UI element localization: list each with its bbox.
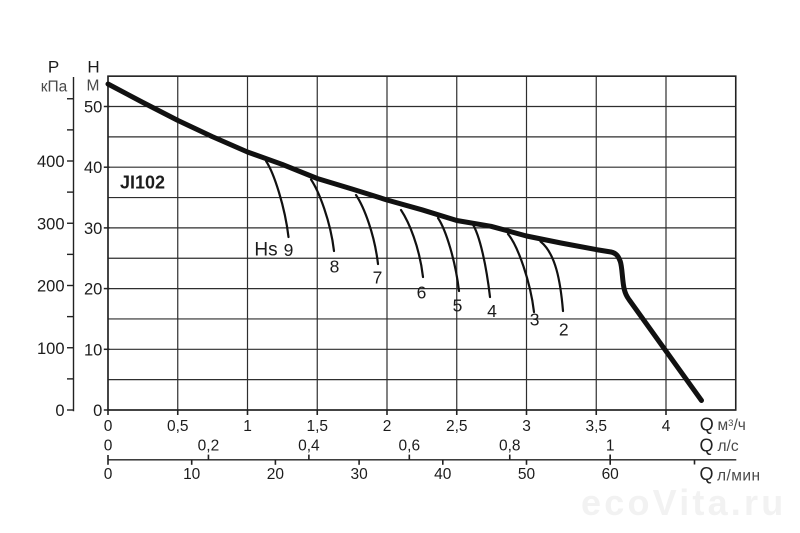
svg-text:5: 5 [453,296,463,316]
svg-text:кПа: кПа [41,78,68,95]
svg-text:1,5: 1,5 [306,418,328,435]
svg-text:10: 10 [84,341,102,359]
svg-text:0,2: 0,2 [198,438,220,455]
svg-text:0,8: 0,8 [499,438,521,455]
svg-text:40: 40 [84,159,102,177]
svg-text:л/мин: л/мин [717,467,760,484]
svg-text:2: 2 [383,418,392,435]
svg-text:3,5: 3,5 [585,418,607,435]
svg-text:200: 200 [37,278,65,296]
svg-text:М: М [87,78,100,95]
svg-text:400: 400 [37,153,65,171]
svg-text:Q: Q [700,464,714,484]
svg-text:0: 0 [104,466,113,483]
svg-text:0: 0 [104,438,113,455]
svg-text:30: 30 [84,220,102,238]
svg-text:50: 50 [518,466,536,483]
svg-text:1: 1 [606,438,615,455]
svg-text:9: 9 [284,240,294,260]
svg-text:0: 0 [93,402,102,420]
svg-text:Q: Q [700,415,714,435]
svg-text:0,4: 0,4 [298,438,320,455]
svg-text:0,5: 0,5 [167,418,189,435]
svg-text:100: 100 [37,340,65,358]
svg-text:30: 30 [350,466,368,483]
svg-text:3: 3 [522,418,531,435]
svg-text:7: 7 [373,268,383,288]
svg-text:Hs: Hs [254,240,277,261]
svg-text:6: 6 [417,283,427,303]
svg-text:40: 40 [434,466,452,483]
svg-text:2: 2 [559,320,569,340]
svg-text:ecoVita.ru: ecoVita.ru [581,482,786,523]
svg-text:60: 60 [602,466,620,483]
svg-text:Q: Q [700,435,714,455]
svg-text:1: 1 [243,418,252,435]
svg-text:3: 3 [530,309,540,329]
svg-text:20: 20 [267,466,285,483]
svg-text:20: 20 [84,281,102,299]
svg-text:10: 10 [183,466,201,483]
svg-text:8: 8 [330,257,340,277]
svg-text:4: 4 [487,301,497,321]
svg-text:50: 50 [84,99,102,117]
svg-text:2,5: 2,5 [446,418,468,435]
svg-text:P: P [48,58,59,77]
svg-text:300: 300 [37,215,65,233]
svg-text:H: H [87,58,99,77]
svg-text:л/с: л/с [718,438,739,455]
svg-text:0: 0 [104,418,113,435]
svg-text:0,6: 0,6 [399,438,421,455]
svg-text:4: 4 [662,418,671,435]
svg-text:0: 0 [55,402,64,420]
svg-text:м3/ч: м3/ч [718,417,746,434]
svg-text:JI102: JI102 [120,172,165,192]
